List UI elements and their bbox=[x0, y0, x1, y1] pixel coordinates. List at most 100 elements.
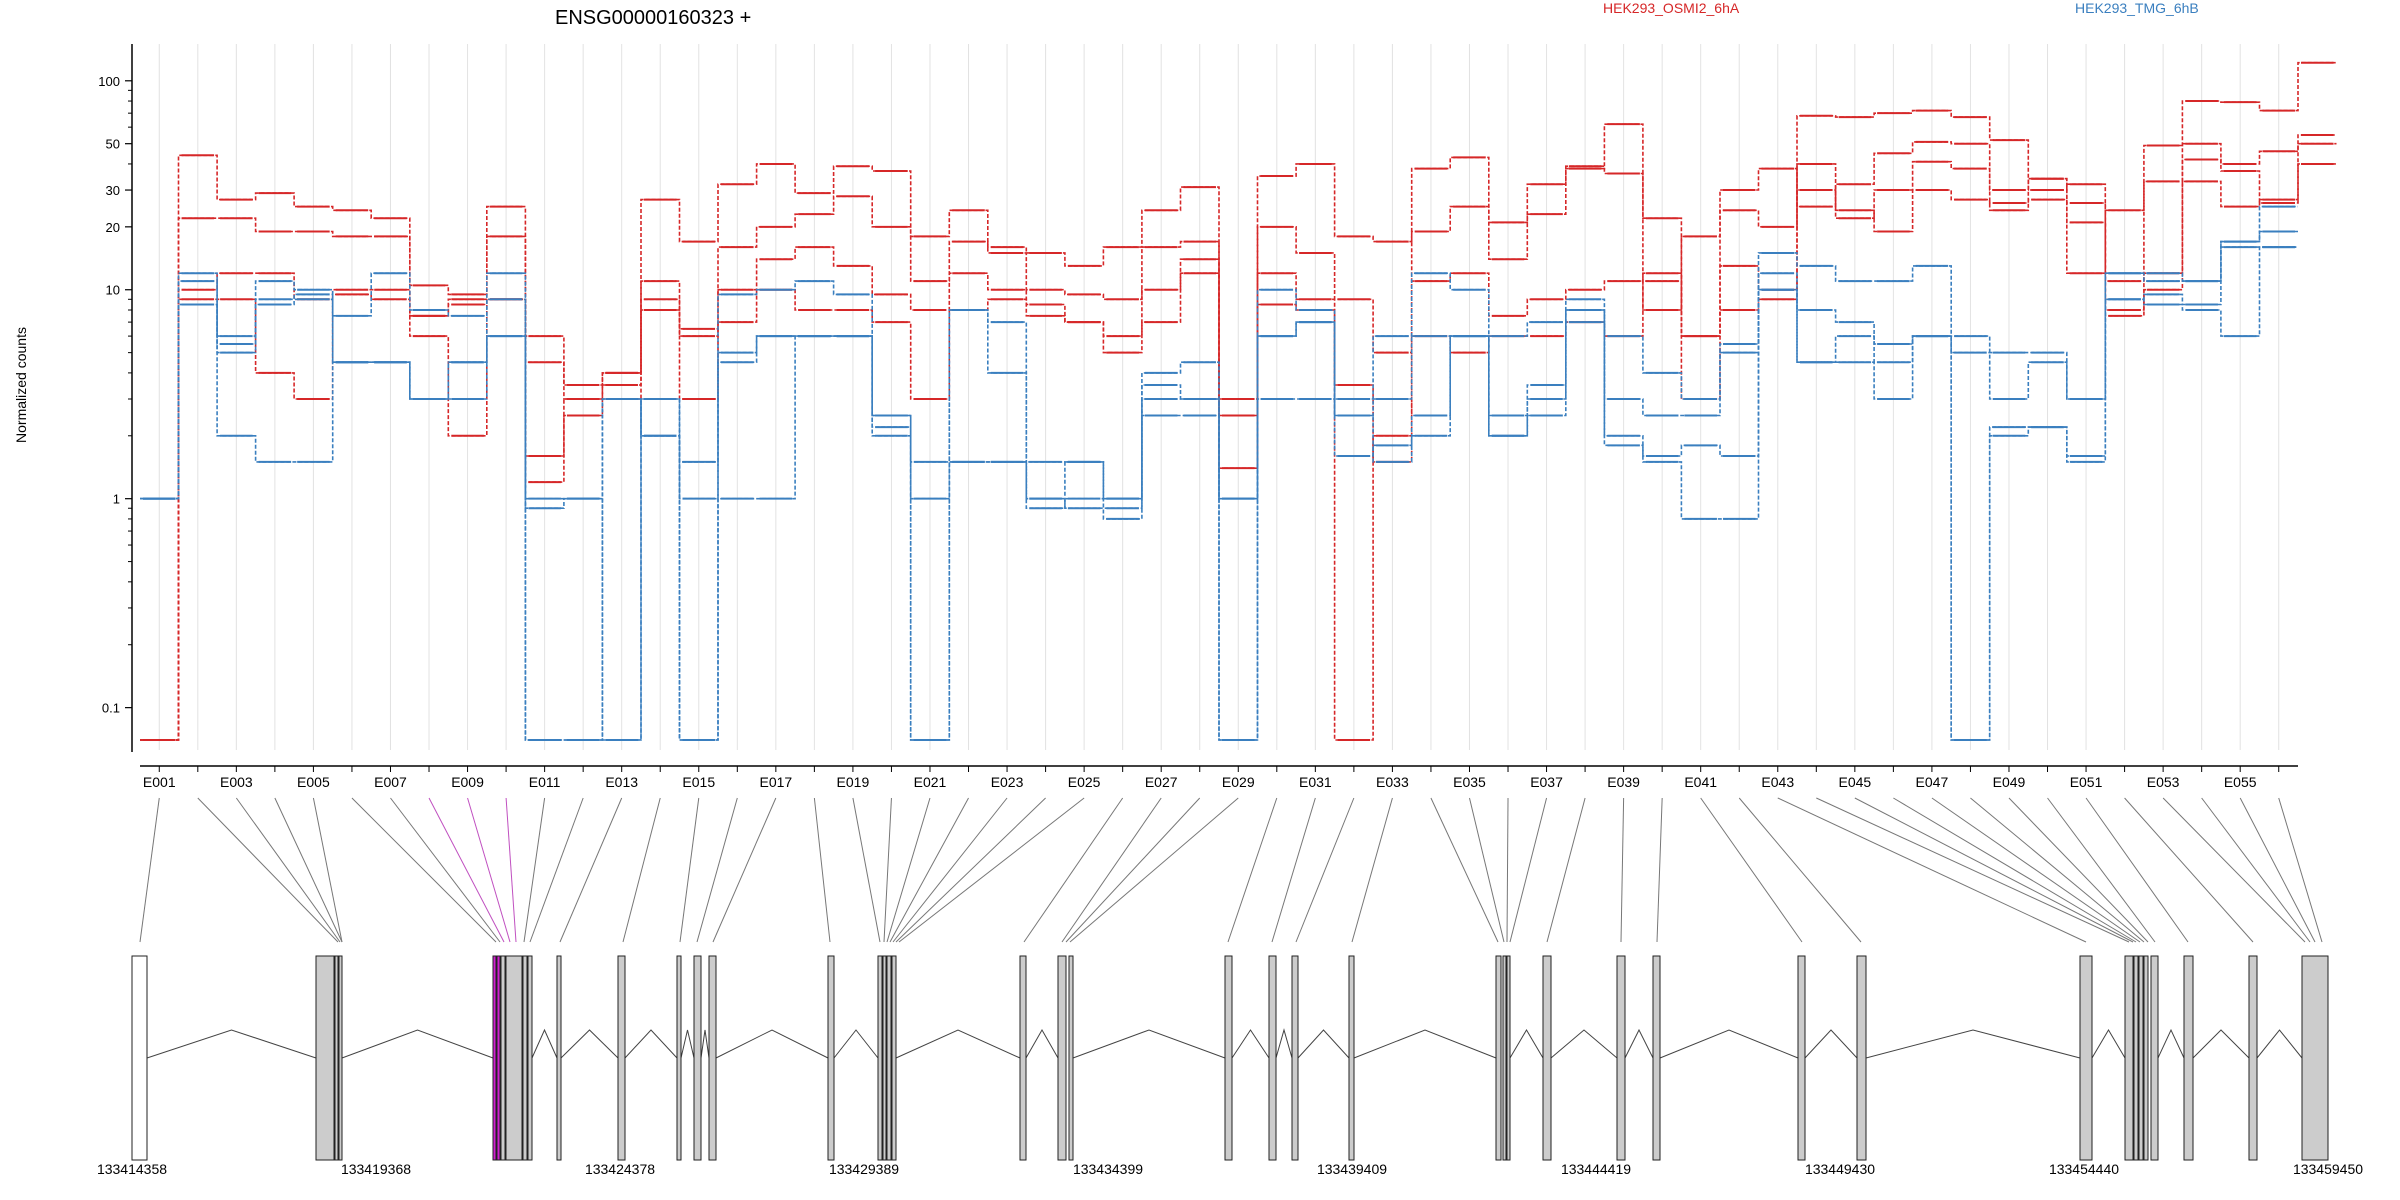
exon-connector bbox=[883, 797, 892, 943]
y-tick-label: 0.1 bbox=[102, 701, 120, 716]
exon-connector bbox=[1656, 797, 1663, 943]
exon-tick-label: E003 bbox=[220, 774, 253, 790]
intron-line bbox=[1025, 1028, 1059, 1059]
exon-block bbox=[708, 955, 717, 1161]
exon-connector bbox=[1065, 797, 1201, 943]
intron-line bbox=[700, 1029, 710, 1059]
series-line bbox=[140, 141, 2337, 741]
exon-block bbox=[1495, 955, 1502, 1161]
exon-connector bbox=[1700, 797, 1803, 943]
exon-tick-label: E019 bbox=[837, 774, 870, 790]
exon-connector bbox=[1546, 797, 1586, 943]
y-tick-label: 100 bbox=[98, 74, 120, 89]
exon-connector bbox=[1854, 797, 2134, 943]
exon-tick-label: E055 bbox=[2224, 774, 2257, 790]
exon-connector bbox=[2278, 797, 2323, 943]
intron-line bbox=[1550, 1029, 1618, 1059]
genomic-coordinate-label: 133449430 bbox=[1805, 1161, 1875, 1177]
legend-series-osmi2: HEK293_OSMI2_6hA bbox=[1603, 0, 1740, 16]
intron-line bbox=[715, 1029, 829, 1059]
exon-connector bbox=[559, 797, 623, 943]
exon-connector bbox=[529, 797, 584, 943]
exon-block bbox=[2301, 955, 2329, 1161]
exon-tick-label: E053 bbox=[2147, 774, 2180, 790]
y-tick-label: 50 bbox=[106, 137, 120, 152]
intron-line bbox=[1804, 1029, 1858, 1059]
intron-line bbox=[146, 1029, 317, 1059]
exon-tick-label: E011 bbox=[529, 774, 561, 790]
intron-line bbox=[680, 1029, 695, 1059]
exon-block bbox=[131, 955, 148, 1161]
legend-series-tmg: HEK293_TMG_6hB bbox=[2075, 0, 2199, 16]
y-tick-label: 1 bbox=[113, 492, 120, 507]
exon-connector bbox=[1023, 797, 1124, 943]
exon-connector bbox=[197, 797, 339, 943]
exon-tick-label: E001 bbox=[143, 774, 176, 790]
exon-block bbox=[500, 955, 506, 1161]
exon-connector bbox=[2124, 797, 2254, 943]
exon-block bbox=[827, 955, 835, 1161]
exon-block bbox=[334, 955, 339, 1161]
exon-block bbox=[1616, 955, 1626, 1161]
exon-block bbox=[1506, 955, 1511, 1161]
exon-block bbox=[886, 955, 892, 1161]
exon-block bbox=[2133, 955, 2139, 1161]
exon-block bbox=[2248, 955, 2258, 1161]
exon-block bbox=[1856, 955, 1867, 1161]
exon-connector bbox=[892, 797, 1008, 943]
intron-line bbox=[624, 1029, 678, 1059]
exon-connector bbox=[390, 797, 501, 943]
exon-block bbox=[315, 955, 335, 1161]
intron-line bbox=[895, 1029, 1021, 1059]
exon-tick-label: E031 bbox=[1299, 774, 1332, 790]
exon-connector bbox=[889, 797, 969, 943]
exon-block bbox=[2124, 955, 2134, 1161]
y-axis-ticks: 0.1 1 10 20 30 50 100 bbox=[98, 74, 132, 716]
exon-block bbox=[1652, 955, 1661, 1161]
exon-block bbox=[617, 955, 626, 1161]
exon-block bbox=[1797, 955, 1806, 1161]
exon-connector bbox=[1506, 797, 1509, 943]
genomic-coordinate-label: 133424378 bbox=[585, 1161, 655, 1177]
exon-tick-label: E035 bbox=[1453, 774, 1486, 790]
exon-block bbox=[1019, 955, 1027, 1161]
exon-connector bbox=[2162, 797, 2306, 943]
exon-axis-ticks: E001 E003 E005 E007 E009 E011 E013 E015 E017 E019… bbox=[143, 766, 2280, 790]
exon-tick-label: E027 bbox=[1145, 774, 1178, 790]
exon-block bbox=[338, 955, 343, 1161]
intron-line bbox=[560, 1029, 619, 1059]
exon-block bbox=[877, 955, 883, 1161]
exon-connector bbox=[1620, 797, 1625, 943]
exon-block bbox=[1542, 955, 1552, 1161]
exon-connector bbox=[1351, 797, 1393, 943]
intron-line bbox=[1275, 1028, 1293, 1059]
exon-connector bbox=[467, 797, 511, 943]
exon-connector bbox=[1931, 797, 2141, 943]
intron-line bbox=[833, 1029, 879, 1059]
exon-block bbox=[693, 955, 702, 1161]
exon-connector bbox=[1738, 797, 1862, 943]
exon-block bbox=[556, 955, 562, 1161]
exon-block bbox=[2079, 955, 2093, 1161]
genomic-coordinate-label: 133434399 bbox=[1073, 1161, 1143, 1177]
exon-tick-label: E041 bbox=[1684, 774, 1717, 790]
y-tick-label: 20 bbox=[106, 220, 120, 235]
exon-connector bbox=[2239, 797, 2316, 943]
intron-line bbox=[1624, 1028, 1654, 1059]
exon-connector bbox=[898, 797, 1085, 943]
exon-tick-label: E043 bbox=[1761, 774, 1794, 790]
exon-block bbox=[2138, 955, 2144, 1161]
intron-line bbox=[341, 1029, 494, 1059]
intron-line bbox=[1865, 1029, 2081, 1059]
exon-connector-lines bbox=[139, 797, 2323, 943]
intron-line bbox=[1659, 1029, 1799, 1059]
exon-block bbox=[1268, 955, 1277, 1161]
intron-line bbox=[1509, 1029, 1544, 1059]
genomic-coordinate-label: 133429389 bbox=[829, 1161, 899, 1177]
exon-connector bbox=[852, 797, 881, 943]
exon-tick-label: E047 bbox=[1916, 774, 1949, 790]
intron-line bbox=[2091, 1029, 2126, 1059]
exon-tick-label: E033 bbox=[1376, 774, 1409, 790]
exon-block bbox=[676, 955, 682, 1161]
intron-line bbox=[531, 1028, 558, 1059]
